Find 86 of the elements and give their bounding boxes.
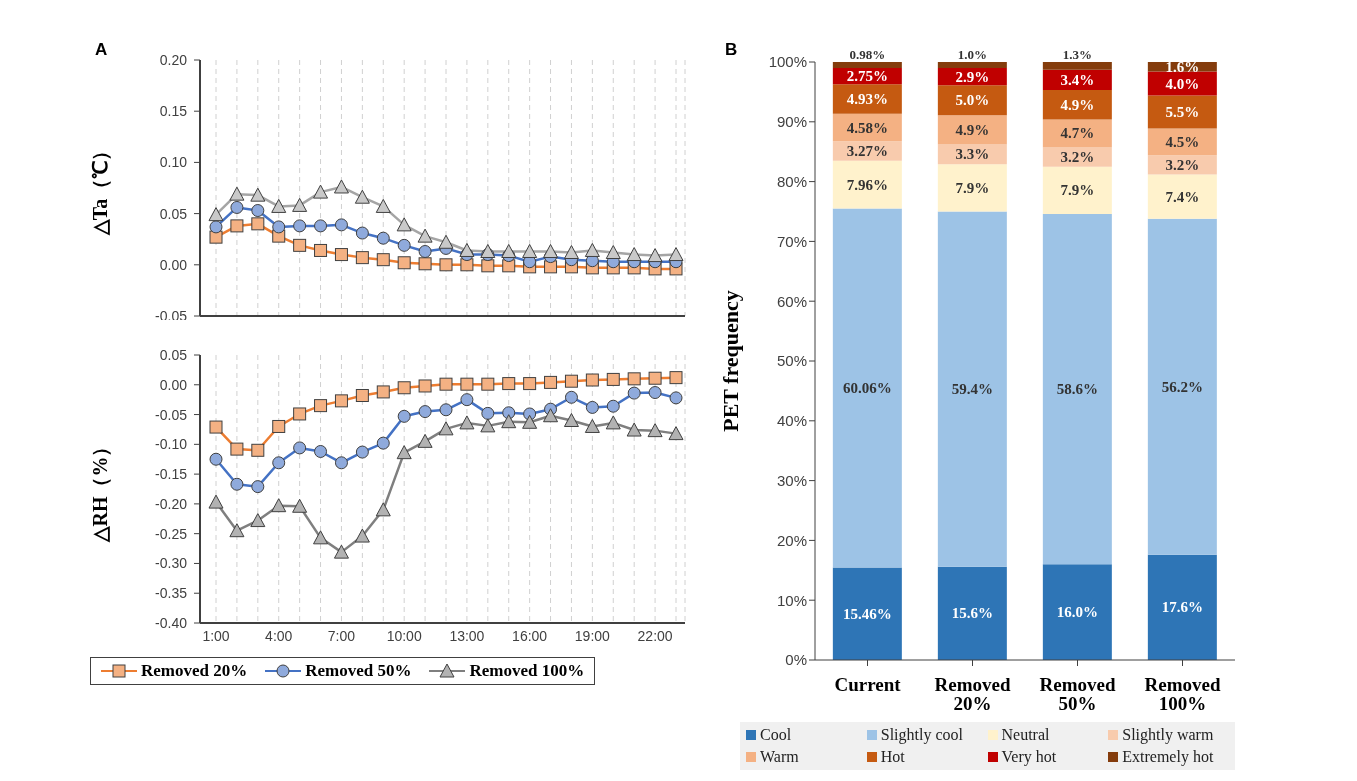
y-tick-label: 100% xyxy=(768,53,807,71)
y-tick-label: -0.35 xyxy=(155,585,188,602)
data-label: 3.2% xyxy=(1165,156,1200,173)
x-tick-label: Current xyxy=(834,674,902,696)
chart-title: A xyxy=(95,40,108,60)
data-label: 4.9% xyxy=(955,121,990,138)
data-label: 60.06% xyxy=(842,379,892,396)
legend-label: Neutral xyxy=(1000,726,1051,744)
x-tick-label: 16:00 xyxy=(512,627,548,644)
y-tick-label: 30% xyxy=(776,471,807,489)
data-label: 3.3% xyxy=(955,146,990,163)
data-label: 4.7% xyxy=(1060,125,1095,142)
data-label: 59.4% xyxy=(951,381,993,398)
data-label: 15.46% xyxy=(842,605,892,622)
legend-label: Warm xyxy=(759,748,800,766)
data-label: 5.0% xyxy=(955,92,990,109)
legend-label: Slightly warm xyxy=(1121,726,1215,744)
x-tick-label: Removed 100% xyxy=(1144,674,1221,715)
data-label: 7.96% xyxy=(846,176,888,193)
data-label: 58.6% xyxy=(1056,381,1098,398)
data-label: 0.98% xyxy=(849,47,886,63)
data-label: 5.5% xyxy=(1165,103,1200,120)
data-label: 17.6% xyxy=(1161,599,1203,616)
x-tick-label: 4:00 xyxy=(265,627,293,644)
legend-label: Cool xyxy=(759,726,793,744)
data-label: 16.0% xyxy=(1056,604,1098,621)
y-tick-label: -0.10 xyxy=(155,436,188,453)
y-tick-label: -0.25 xyxy=(155,525,188,542)
y-tick-label: 0.10 xyxy=(159,154,188,171)
x-tick-label: 22:00 xyxy=(637,627,673,644)
x-tick-label: 19:00 xyxy=(574,627,611,644)
y-tick-label: 0.05 xyxy=(159,205,188,222)
data-label: 7.9% xyxy=(955,179,990,196)
data-label: 1.0% xyxy=(957,47,987,62)
data-label: 7.4% xyxy=(1165,188,1200,205)
y-tick-label: 90% xyxy=(776,113,807,131)
x-tick-label: 10:00 xyxy=(386,627,422,644)
legend-label: Slightly cool xyxy=(879,726,964,744)
legend-label: Removed 20% xyxy=(140,661,248,681)
data-label: 56.2% xyxy=(1161,378,1203,395)
legend-label: Removed 100% xyxy=(468,661,585,681)
y-tick-label: 0% xyxy=(785,651,807,669)
y-tick-label: 20% xyxy=(776,531,807,549)
data-label: 4.5% xyxy=(1165,133,1200,150)
data-label: 2.75% xyxy=(846,68,888,85)
y-tick-label: 0.15 xyxy=(159,103,188,120)
data-label: 4.9% xyxy=(1060,96,1095,113)
data-label: 1.3% xyxy=(1062,47,1092,62)
y-tick-label: 40% xyxy=(776,412,807,430)
y-tick-label: -0.30 xyxy=(155,555,188,572)
y-tick-label: 10% xyxy=(776,591,807,609)
y-tick-label: 0.00 xyxy=(159,376,188,393)
y-axis-title: △RH（%） xyxy=(89,436,112,543)
data-label: 1.6% xyxy=(1165,58,1200,75)
chart-title: B xyxy=(725,40,738,60)
y-tick-label: 50% xyxy=(776,352,807,370)
legend-label: Very hot xyxy=(1000,748,1058,766)
data-label: 4.0% xyxy=(1165,75,1200,92)
x-tick-label: 1:00 xyxy=(202,627,230,644)
data-label: 4.93% xyxy=(846,91,888,108)
x-tick-label: 7:00 xyxy=(327,627,356,644)
legend-label: Removed 50% xyxy=(304,661,412,681)
data-label: 3.27% xyxy=(846,143,888,160)
x-tick-label: Removed 20% xyxy=(934,674,1011,715)
data-label: 3.2% xyxy=(1060,149,1095,166)
legend-label: Extremely hot xyxy=(1121,748,1215,766)
y-tick-label: -0.05 xyxy=(155,406,188,423)
x-tick-label: Removed 50% xyxy=(1039,674,1116,715)
y-tick-label: -0.20 xyxy=(155,495,188,512)
y-tick-label: 0.05 xyxy=(159,346,188,363)
x-tick-label: 13:00 xyxy=(449,627,485,644)
data-label: 2.9% xyxy=(955,68,990,85)
y-tick-label: 70% xyxy=(776,232,807,250)
y-tick-label: -0.15 xyxy=(155,466,188,483)
y-tick-label: 80% xyxy=(776,172,807,190)
y-tick-label: 60% xyxy=(776,292,807,310)
data-label: 7.9% xyxy=(1060,182,1095,199)
data-label: 15.6% xyxy=(951,605,993,622)
y-tick-label: 0.20 xyxy=(159,51,188,68)
y-axis-title: △Ta（℃） xyxy=(89,140,112,237)
data-label: 3.4% xyxy=(1060,71,1095,88)
legend-label: Hot xyxy=(879,748,906,766)
data-label: 4.58% xyxy=(846,119,888,136)
y-tick-label: 0.00 xyxy=(159,256,188,273)
y-tick-label: -0.40 xyxy=(155,614,188,631)
y-axis-title: PET frequency xyxy=(717,290,743,432)
